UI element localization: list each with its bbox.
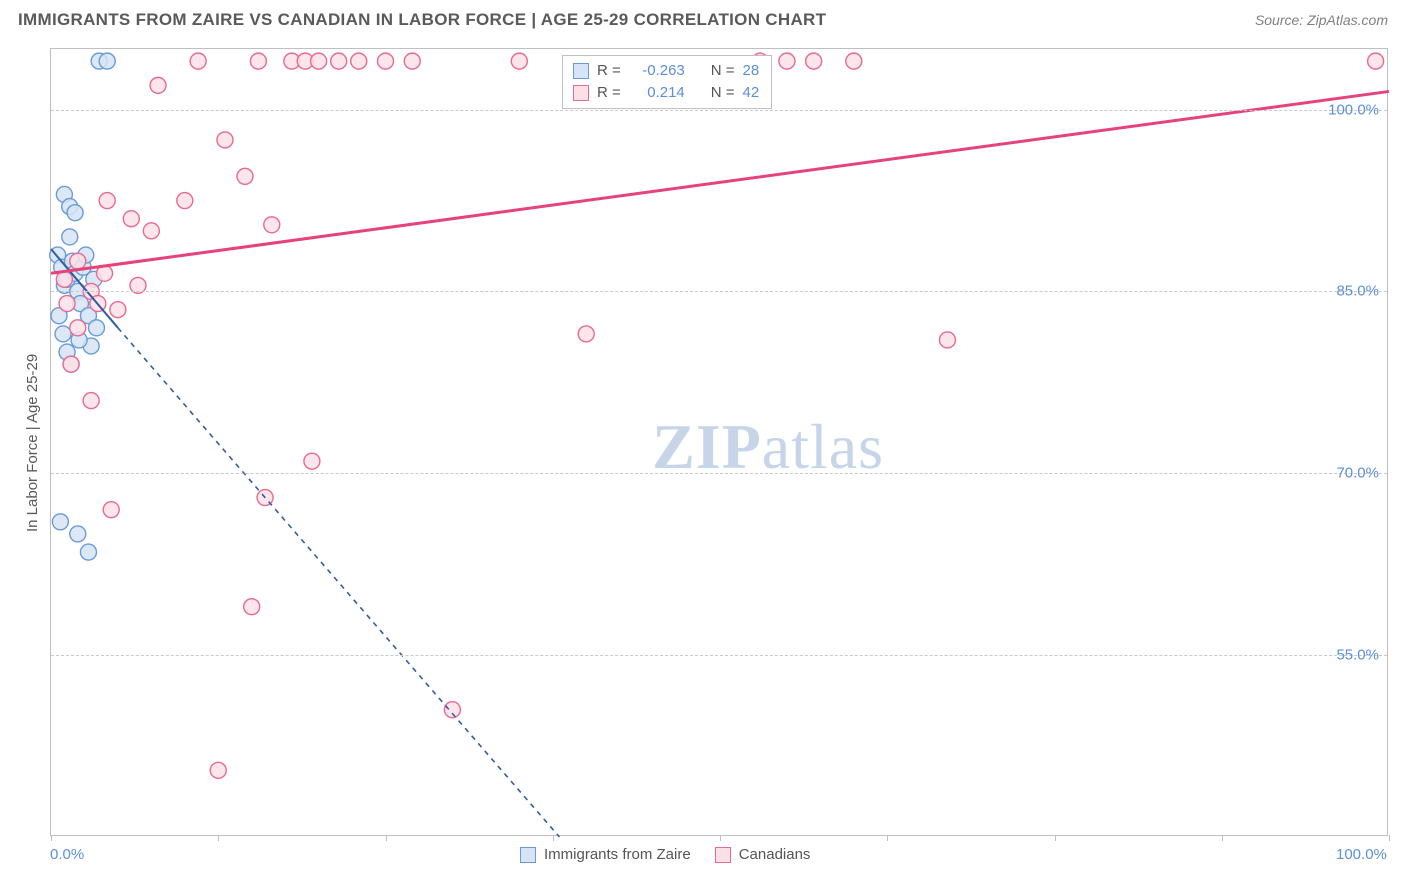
data-point <box>806 53 822 69</box>
x-tick <box>1389 835 1390 841</box>
series-legend: Immigrants from Zaire Canadians <box>520 846 810 863</box>
legend-item: Immigrants from Zaire <box>520 846 691 863</box>
data-point <box>331 53 347 69</box>
legend-n-value: 28 <box>743 60 760 82</box>
data-point <box>56 271 72 287</box>
gridline <box>51 473 1387 474</box>
data-point <box>511 53 527 69</box>
data-point <box>52 514 68 530</box>
legend-swatch <box>573 63 589 79</box>
data-point <box>444 702 460 718</box>
data-point <box>103 502 119 518</box>
legend-r-value: -0.263 <box>629 60 685 82</box>
legend-swatch <box>573 85 589 101</box>
legend-r-label: R = <box>597 60 621 82</box>
data-point <box>351 53 367 69</box>
x-tick <box>51 835 52 841</box>
x-tick <box>887 835 888 841</box>
x-tick <box>1222 835 1223 841</box>
legend-label: Immigrants from Zaire <box>544 846 691 863</box>
gridline <box>51 110 1387 111</box>
plot-area: 55.0% 70.0% 85.0% 100.0% <box>50 48 1388 836</box>
data-point <box>70 526 86 542</box>
legend-label: Canadians <box>739 846 811 863</box>
data-point <box>190 53 206 69</box>
y-tick-label: 70.0% <box>1336 465 1379 482</box>
data-point <box>70 320 86 336</box>
legend-r-label: R = <box>597 82 621 104</box>
x-tick <box>1055 835 1056 841</box>
legend-n-label: N = <box>711 82 735 104</box>
data-point <box>210 762 226 778</box>
y-tick-label: 100.0% <box>1328 101 1379 118</box>
data-point <box>70 253 86 269</box>
data-point <box>55 326 71 342</box>
gridline <box>51 291 1387 292</box>
legend-row: R = 0.214 N = 42 <box>573 82 759 104</box>
x-axis-label-right: 100.0% <box>1336 846 1387 863</box>
data-point <box>264 217 280 233</box>
data-point <box>88 320 104 336</box>
data-point <box>67 205 83 221</box>
trend-line <box>118 328 560 837</box>
data-point <box>378 53 394 69</box>
y-axis-title: In Labor Force | Age 25-29 <box>24 354 41 532</box>
x-axis-label-left: 0.0% <box>50 846 84 863</box>
data-point <box>404 53 420 69</box>
data-point <box>304 453 320 469</box>
legend-n-label: N = <box>711 60 735 82</box>
x-tick <box>218 835 219 841</box>
data-point <box>150 77 166 93</box>
y-tick-label: 85.0% <box>1336 283 1379 300</box>
data-point <box>110 302 126 318</box>
data-point <box>217 132 233 148</box>
x-tick <box>386 835 387 841</box>
data-point <box>1368 53 1384 69</box>
data-point <box>311 53 327 69</box>
data-point <box>143 223 159 239</box>
x-tick <box>720 835 721 841</box>
data-point <box>779 53 795 69</box>
chart-header: IMMIGRANTS FROM ZAIRE VS CANADIAN IN LAB… <box>0 0 1406 38</box>
data-point <box>250 53 266 69</box>
legend-swatch <box>715 847 731 863</box>
data-point <box>59 296 75 312</box>
chart-title: IMMIGRANTS FROM ZAIRE VS CANADIAN IN LAB… <box>18 10 826 30</box>
data-point <box>80 544 96 560</box>
data-point <box>846 53 862 69</box>
correlation-legend: R = -0.263 N = 28 R = 0.214 N = 42 <box>562 55 772 109</box>
data-point <box>99 53 115 69</box>
data-point <box>63 356 79 372</box>
data-point <box>244 599 260 615</box>
plot-svg <box>51 49 1387 835</box>
gridline <box>51 655 1387 656</box>
legend-r-value: 0.214 <box>629 82 685 104</box>
data-point <box>83 393 99 409</box>
data-point <box>99 193 115 209</box>
chart-source: Source: ZipAtlas.com <box>1255 12 1388 28</box>
data-point <box>939 332 955 348</box>
legend-n-value: 42 <box>743 82 760 104</box>
data-point <box>123 211 139 227</box>
data-point <box>177 193 193 209</box>
x-tick <box>553 835 554 841</box>
data-point <box>62 229 78 245</box>
trend-line <box>51 91 1389 273</box>
legend-row: R = -0.263 N = 28 <box>573 60 759 82</box>
y-tick-label: 55.0% <box>1336 647 1379 664</box>
data-point <box>237 168 253 184</box>
legend-swatch <box>520 847 536 863</box>
legend-item: Canadians <box>715 846 811 863</box>
data-point <box>578 326 594 342</box>
